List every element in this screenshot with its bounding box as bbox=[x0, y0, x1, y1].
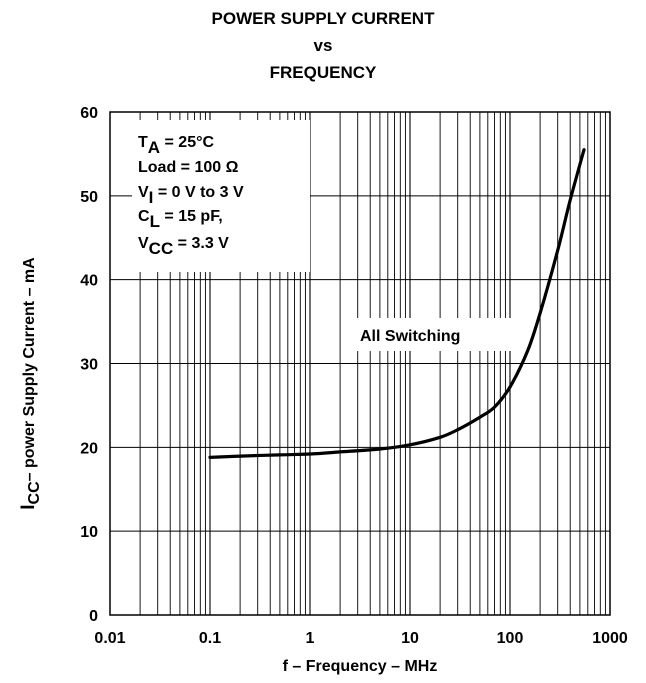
x-tick-label: 0.01 bbox=[94, 630, 125, 647]
conditions-box-background bbox=[132, 120, 310, 272]
chart-title-line-1: POWER SUPPLY CURRENT bbox=[211, 9, 435, 28]
y-tick-label: 40 bbox=[80, 273, 98, 290]
y-tick-label: 10 bbox=[80, 524, 98, 541]
series-label-all-switching: All Switching bbox=[360, 328, 460, 345]
y-tick-label: 50 bbox=[80, 189, 98, 206]
chart-title-line-3: FREQUENCY bbox=[269, 63, 377, 82]
series-line-all-switching bbox=[208, 148, 586, 459]
x-axis-ticks: 0.01 0.1 1 10 100 1000 bbox=[94, 630, 627, 647]
x-tick-label: 1000 bbox=[592, 630, 628, 647]
y-axis-label-subscript: CC bbox=[26, 481, 43, 505]
condition-line: VCC = 3.3 V bbox=[138, 235, 229, 258]
y-tick-label: 60 bbox=[80, 105, 98, 122]
conditions-box: TA = 25°C Load = 100 Ω VI = 0 V to 3 VCL =… bbox=[138, 134, 244, 258]
y-axis-label-text: – power Supply Current – mA bbox=[21, 257, 38, 481]
series-label-background bbox=[348, 318, 513, 351]
condition-line: VI = 0 V to 3 V bbox=[138, 184, 244, 207]
x-tick-label: 100 bbox=[497, 630, 524, 647]
y-axis-ticks: 0 10 20 30 40 50 60 bbox=[80, 105, 98, 625]
y-tick-label: 0 bbox=[89, 608, 98, 625]
y-axis-label: ICC– power Supply Current – mA bbox=[18, 257, 43, 510]
y-tick-label: 20 bbox=[80, 440, 98, 457]
x-tick-label: 0.1 bbox=[199, 630, 221, 647]
x-axis-label: f – Frequency – MHz bbox=[283, 658, 438, 675]
condition-line: Load = 100 Ω bbox=[138, 159, 239, 176]
x-tick-label: 10 bbox=[401, 630, 419, 647]
y-tick-label: 30 bbox=[80, 357, 98, 374]
condition-line: TA = 25°C bbox=[138, 134, 214, 157]
y-axis-label-symbol: I bbox=[18, 504, 39, 509]
condition-line: CL = 15 pF, bbox=[138, 208, 223, 231]
chart-title-line-2: vs bbox=[313, 36, 333, 55]
plot-frame bbox=[109, 111, 611, 616]
x-tick-label: 1 bbox=[306, 630, 315, 647]
